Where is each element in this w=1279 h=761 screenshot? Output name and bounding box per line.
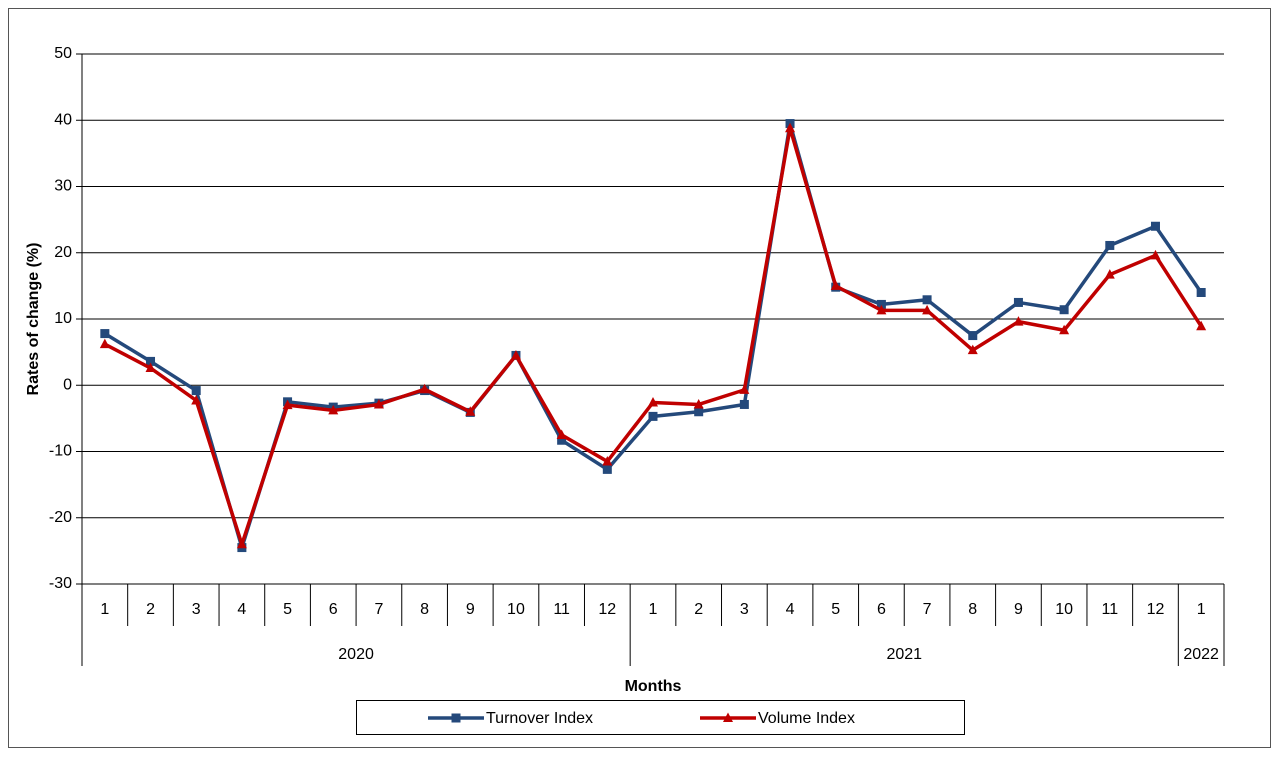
marker bbox=[1150, 249, 1161, 260]
x-tick-label: 8 bbox=[968, 601, 977, 618]
y-tick-label: 20 bbox=[54, 244, 72, 261]
x-tick-label: 5 bbox=[283, 601, 292, 618]
marker bbox=[830, 280, 841, 290]
x-tick-label: 4 bbox=[237, 601, 246, 618]
x-tick-label: 1 bbox=[100, 601, 109, 618]
y-tick-label: 30 bbox=[54, 178, 72, 195]
y-tick-label: 40 bbox=[54, 111, 72, 128]
marker bbox=[1013, 297, 1023, 307]
marker bbox=[465, 406, 476, 416]
marker bbox=[648, 396, 658, 407]
x-tick-label: 3 bbox=[192, 601, 201, 618]
x-tick-label: 11 bbox=[553, 601, 570, 618]
chart-border bbox=[8, 8, 1271, 748]
marker bbox=[328, 404, 339, 415]
marker bbox=[723, 712, 733, 722]
x-tick-label: 12 bbox=[1147, 601, 1165, 618]
marker bbox=[191, 394, 202, 405]
marker bbox=[510, 349, 521, 360]
x-tick-label: 5 bbox=[831, 601, 840, 618]
marker bbox=[602, 455, 613, 466]
marker bbox=[1059, 305, 1069, 315]
x-tick-label: 1 bbox=[1197, 601, 1206, 618]
marker bbox=[648, 411, 658, 421]
marker bbox=[694, 407, 704, 417]
x-axis-title: Months bbox=[625, 678, 682, 695]
x-tick-label: 8 bbox=[420, 601, 429, 618]
marker bbox=[373, 398, 384, 409]
y-tick-label: 10 bbox=[54, 310, 72, 327]
x-tick-label: 10 bbox=[507, 601, 525, 618]
marker bbox=[146, 356, 156, 366]
marker bbox=[145, 362, 156, 373]
x-group-label: 2022 bbox=[1183, 646, 1219, 663]
marker bbox=[967, 344, 978, 355]
legend-label: Volume Index bbox=[758, 710, 855, 727]
x-tick-label: 6 bbox=[329, 601, 338, 618]
marker bbox=[922, 304, 933, 315]
marker bbox=[739, 399, 749, 409]
x-group-label: 2020 bbox=[338, 646, 374, 663]
y-axis-title: Rates of change (%) bbox=[25, 243, 42, 396]
x-group-label: 2021 bbox=[886, 646, 922, 663]
x-tick-label: 12 bbox=[598, 601, 616, 618]
marker bbox=[1013, 316, 1024, 326]
marker bbox=[419, 383, 430, 394]
marker bbox=[236, 538, 247, 549]
marker bbox=[556, 429, 567, 439]
marker bbox=[282, 399, 293, 410]
x-tick-label: 9 bbox=[1014, 601, 1023, 618]
y-tick-label: 50 bbox=[54, 45, 72, 62]
y-tick-label: -10 bbox=[49, 443, 72, 460]
x-tick-label: 7 bbox=[923, 601, 932, 618]
marker bbox=[557, 435, 567, 445]
marker bbox=[1150, 221, 1160, 231]
y-tick-label: 0 bbox=[63, 376, 72, 393]
x-tick-label: 6 bbox=[877, 601, 886, 618]
marker bbox=[1104, 269, 1115, 279]
x-tick-label: 3 bbox=[740, 601, 749, 618]
marker bbox=[785, 122, 796, 133]
marker bbox=[922, 295, 932, 305]
marker bbox=[1196, 320, 1207, 331]
marker bbox=[100, 329, 110, 339]
x-tick-label: 2 bbox=[146, 601, 155, 618]
marker bbox=[876, 299, 886, 309]
x-tick-label: 2 bbox=[694, 601, 703, 618]
y-tick-label: -30 bbox=[49, 575, 72, 592]
marker bbox=[1196, 288, 1206, 297]
x-tick-label: 4 bbox=[786, 601, 795, 618]
marker bbox=[602, 464, 612, 474]
marker bbox=[191, 386, 201, 396]
marker bbox=[99, 338, 110, 349]
marker bbox=[739, 384, 750, 394]
marker bbox=[876, 304, 887, 315]
x-tick-label: 1 bbox=[649, 601, 658, 618]
x-tick-label: 7 bbox=[374, 601, 383, 618]
marker bbox=[1059, 324, 1070, 335]
marker bbox=[1105, 240, 1115, 250]
legend-label: Turnover Index bbox=[486, 710, 593, 727]
marker bbox=[693, 398, 704, 409]
x-tick-label: 9 bbox=[466, 601, 475, 618]
y-tick-label: -20 bbox=[49, 509, 72, 526]
marker bbox=[451, 713, 461, 723]
x-tick-label: 10 bbox=[1055, 601, 1073, 618]
marker bbox=[968, 331, 978, 341]
x-tick-label: 11 bbox=[1101, 601, 1118, 618]
